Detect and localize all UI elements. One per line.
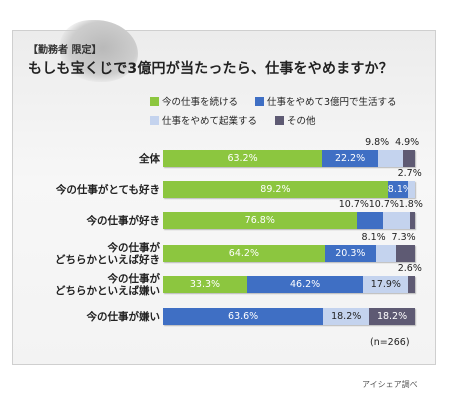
hand-illustration — [60, 20, 138, 82]
data-label: 76.8% — [244, 215, 275, 226]
data-label-above: 9.8% — [365, 137, 390, 148]
bar-segment-quit-startup — [408, 181, 415, 198]
bar-segment-continue: 63.2% — [163, 150, 323, 167]
row-label-line: 今の仕事が好き — [86, 214, 161, 227]
bar-segment-quit-startup — [375, 245, 397, 262]
data-label-above: 2.6% — [397, 263, 422, 274]
bar-segment-quit-live: 46.2% — [246, 276, 364, 293]
bar-segment-quit-live: 8.1% — [387, 181, 412, 198]
sample-size: (n=266) — [370, 337, 410, 348]
legend-item-quit-startup: 仕事をやめて起業する — [150, 113, 257, 127]
row-label-line: 今の仕事が嫌い — [86, 310, 161, 323]
row-label-somewhat-dislike: 今の仕事が どちらかといえば嫌い — [55, 273, 160, 297]
bar-overall: 63.2% 22.2% — [163, 150, 415, 167]
bar-segment-continue: 33.3% — [163, 276, 247, 293]
legend-swatch — [150, 115, 159, 125]
bar-segment-quit-live: 20.3% — [324, 245, 376, 262]
data-label: 18.2% — [331, 311, 362, 322]
bar-segment-quit-startup: 18.2% — [323, 308, 370, 325]
row-label-line: 全体 — [139, 152, 160, 165]
data-label-above: 4.9% — [395, 137, 420, 148]
data-label-above: 8.1% — [361, 232, 386, 243]
data-label-above: 1.8% — [398, 199, 423, 210]
data-label-above: 7.3% — [391, 232, 416, 243]
bar-segment-other: 18.2% — [369, 308, 415, 325]
legend-label: 仕事をやめて3億円で生活する — [267, 97, 397, 108]
bar-segment-quit-startup — [378, 150, 403, 167]
bar-segment-quit-live: 63.6% — [163, 308, 324, 325]
data-label: 63.6% — [228, 311, 259, 322]
row-label-line: どちらかといえば嫌い — [55, 284, 160, 297]
legend-item-quit-live: 仕事をやめて3億円で生活する — [255, 94, 397, 108]
data-label: 20.3% — [335, 248, 366, 259]
bar-segment-other — [402, 150, 415, 167]
row-label-like-job: 今の仕事が好き — [87, 215, 161, 227]
bar-segment-other — [396, 245, 415, 262]
bar-segment-continue: 64.2% — [163, 245, 325, 262]
bar-segment-other — [410, 212, 415, 229]
data-label: 63.2% — [227, 153, 258, 164]
row-label-line: 今の仕事が — [107, 272, 161, 285]
bar-segment-quit-startup — [383, 212, 411, 229]
data-label-above: 2.7% — [397, 168, 422, 179]
bar-dislike: 63.6% 18.2% 18.2% — [163, 308, 415, 325]
data-label: 17.9% — [370, 279, 401, 290]
data-label: 22.2% — [334, 153, 366, 164]
row-label-love-job: 今の仕事がとても好き — [56, 184, 160, 196]
row-label-line: 今の仕事が — [107, 241, 161, 254]
row-label-somewhat-like: 今の仕事が どちらかといえば好き — [55, 242, 160, 266]
legend-swatch — [255, 96, 264, 106]
legend-item-other: その他 — [275, 113, 316, 127]
legend-label: 今の仕事を続ける — [162, 97, 239, 108]
bar-segment-quit-startup: 17.9% — [363, 276, 409, 293]
bar-segment-other — [408, 276, 415, 293]
data-label: 64.2% — [228, 248, 259, 259]
legend-swatch — [275, 115, 284, 125]
data-label: 46.2% — [290, 279, 321, 290]
data-label-above: 10.7% — [338, 199, 369, 210]
data-label: 33.3% — [189, 279, 221, 290]
bar-segment-continue: 89.2% — [163, 181, 388, 198]
chart-title: もしも宝くじで3億円が当たったら、仕事をやめますか？ — [28, 61, 393, 77]
respondent-tag: 【勤務者 限定】 — [28, 45, 102, 56]
data-label: 8.1% — [387, 184, 412, 195]
data-label-above: 10.7% — [368, 199, 399, 210]
data-label: 18.2% — [376, 311, 408, 322]
bar-segment-quit-live — [356, 212, 384, 229]
bar-segment-continue: 76.8% — [163, 212, 357, 229]
bar-segment-quit-live: 22.2% — [322, 150, 378, 167]
legend-item-continue: 今の仕事を続ける — [150, 94, 238, 108]
data-label: 89.2% — [260, 184, 291, 195]
bar-love-job: 89.2% 8.1% — [163, 181, 415, 198]
legend-label: 仕事をやめて起業する — [162, 116, 258, 127]
bar-somewhat-like: 64.2% 20.3% — [163, 245, 415, 262]
bar-somewhat-dislike: 33.3% 46.2% 17.9% — [163, 276, 415, 293]
row-label-line: どちらかといえば好き — [55, 253, 160, 266]
row-label-overall: 全体 — [139, 153, 160, 165]
legend-swatch — [150, 96, 159, 106]
legend-label: その他 — [287, 116, 316, 127]
bar-like-job: 76.8% — [163, 212, 415, 229]
row-label-dislike: 今の仕事が嫌い — [87, 311, 161, 323]
source-credit: アイシェア調べ — [362, 380, 418, 389]
row-label-line: 今の仕事がとても好き — [55, 183, 160, 196]
